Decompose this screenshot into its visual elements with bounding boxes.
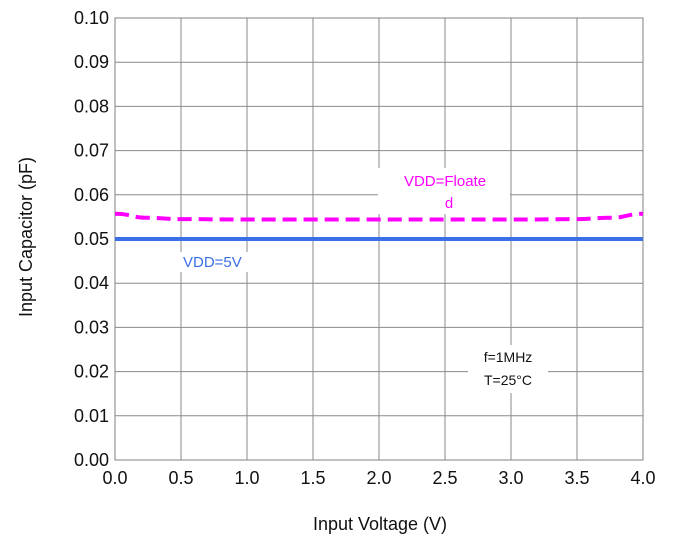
x-tick-label: 3.0 bbox=[498, 468, 523, 488]
y-tick-label: 0.09 bbox=[74, 52, 109, 72]
x-tick-label: 3.5 bbox=[564, 468, 589, 488]
y-tick-label: 0.06 bbox=[74, 185, 109, 205]
y-tick-label: 0.04 bbox=[74, 273, 109, 293]
series2-label-bg bbox=[378, 168, 510, 214]
x-tick-label: 1.5 bbox=[300, 468, 325, 488]
series-layer bbox=[114, 211, 644, 241]
x-axis-title: Input Voltage (V) bbox=[313, 514, 447, 534]
y-tick-label: 0.00 bbox=[74, 450, 109, 470]
y-tick-label: 0.02 bbox=[74, 362, 109, 382]
x-tick-label: 0.0 bbox=[102, 468, 127, 488]
x-tick-label: 2.5 bbox=[432, 468, 457, 488]
annotation-frequency: f=1MHz bbox=[484, 349, 533, 365]
y-tick-label: 0.05 bbox=[74, 229, 109, 249]
y-axis-title: Input Capacitor (pF) bbox=[16, 157, 36, 317]
series1-label: VDD=5V bbox=[183, 254, 242, 271]
series-line-2 bbox=[114, 211, 644, 222]
tick-labels: 0.0 0.5 1.0 1.5 2.0 2.5 3.0 3.5 4.0 0.00 0.01 0.02 0… bbox=[74, 8, 656, 488]
y-tick-label: 0.08 bbox=[74, 96, 109, 116]
y-tick-label: 0.10 bbox=[74, 8, 109, 28]
series2-label-line2: d bbox=[445, 195, 453, 212]
series1-label-bg bbox=[180, 252, 256, 272]
y-tick-label: 0.03 bbox=[74, 317, 109, 337]
x-tick-label: 1.0 bbox=[234, 468, 259, 488]
y-tick-label: 0.07 bbox=[74, 141, 109, 161]
x-tick-label: 4.0 bbox=[630, 468, 655, 488]
y-tick-label: 0.01 bbox=[74, 406, 109, 426]
x-tick-label: 0.5 bbox=[168, 468, 193, 488]
annotation-temperature: T=25°C bbox=[484, 372, 532, 388]
conditions-annotation-bg bbox=[468, 345, 548, 393]
series2-label-line1: VDD=Floate bbox=[404, 173, 486, 190]
x-tick-label: 2.0 bbox=[366, 468, 391, 488]
